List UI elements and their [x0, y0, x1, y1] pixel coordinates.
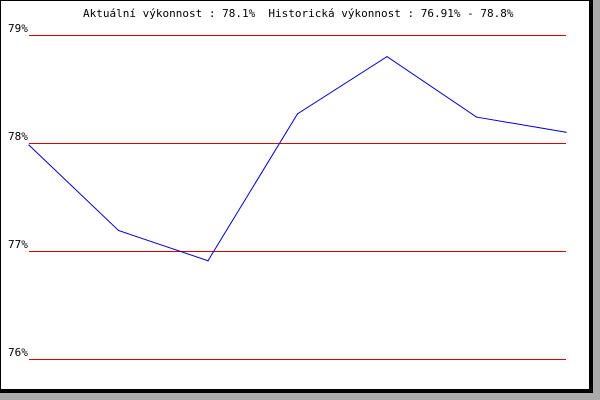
y-tick-label: 76% — [8, 346, 28, 359]
y-tick-label: 77% — [8, 238, 28, 251]
data-point — [475, 116, 478, 118]
data-point — [565, 131, 567, 133]
data-point — [117, 229, 120, 232]
chart-title: Aktuální výkonnost : 78.1% Historická vý… — [83, 7, 514, 20]
y-tick-label: 78% — [8, 130, 28, 143]
data-point — [296, 113, 299, 115]
data-point — [207, 260, 209, 262]
y-tick-label: 79% — [8, 22, 28, 35]
data-point — [28, 144, 30, 146]
chart-frame — [0, 0, 593, 393]
series-line — [28, 56, 567, 262]
data-point — [386, 56, 388, 58]
